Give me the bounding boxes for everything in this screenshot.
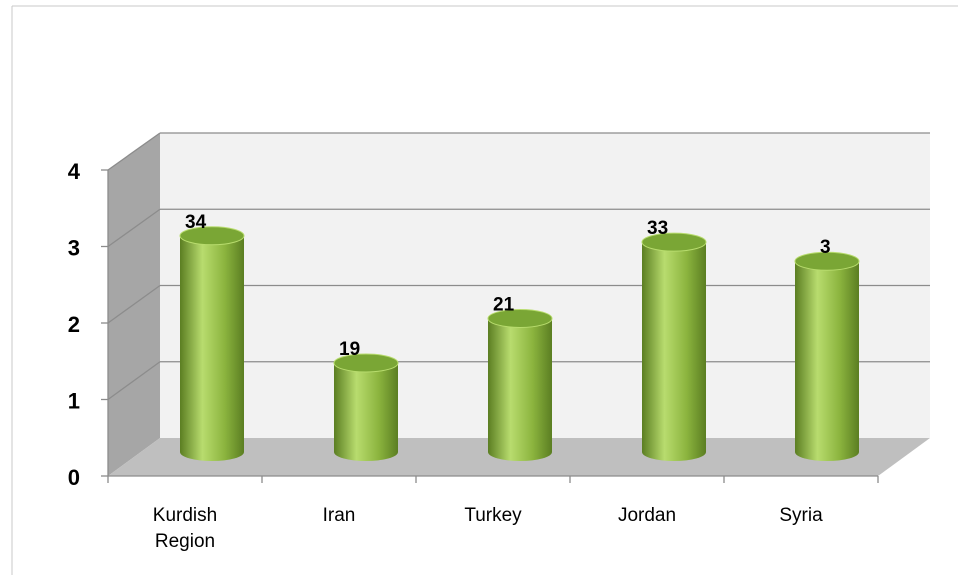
bar — [794, 251, 860, 461]
x-tick-label: Iran — [323, 505, 356, 526]
bar — [641, 232, 707, 461]
x-tick-label: Jordan — [618, 505, 676, 526]
data-label: 19 — [339, 339, 360, 360]
axes — [101, 169, 879, 483]
x-tick-label: Syria — [779, 505, 823, 526]
y-tick-label: 0 — [68, 465, 80, 490]
y-tick-label: 2 — [68, 312, 80, 337]
y-tick-labels: 0 1 2 3 4 — [68, 159, 81, 490]
x-tick-labels: Kurdish Region Iran Turkey Jordan Syria — [153, 505, 823, 552]
side-gridline — [107, 132, 161, 171]
bar-top — [794, 251, 860, 271]
bar — [333, 353, 399, 461]
bar-top — [333, 353, 399, 373]
data-label: 33 — [647, 218, 668, 239]
x-tick-label: Kurdish Region — [153, 505, 217, 552]
bar-top — [179, 226, 245, 246]
bar — [179, 226, 245, 461]
y-tick-label: 3 — [68, 236, 80, 261]
data-label: 21 — [493, 294, 515, 315]
side-gridline — [107, 208, 161, 248]
bar-body — [334, 362, 398, 461]
side-gridline — [107, 361, 161, 401]
bars — [179, 226, 860, 461]
bar-body — [180, 235, 244, 461]
bar-top — [641, 232, 707, 252]
bar-body — [642, 242, 706, 461]
side-gridline — [107, 284, 161, 324]
bar-body — [488, 318, 552, 461]
y-tick-label: 4 — [68, 159, 81, 184]
data-label: 3 — [820, 237, 831, 258]
bar-top — [487, 308, 553, 328]
bar — [487, 308, 553, 461]
y-tick-label: 1 — [68, 389, 80, 414]
x-tick-label: Turkey — [464, 505, 522, 526]
bar-body — [795, 261, 859, 461]
data-label: 34 — [185, 212, 207, 233]
